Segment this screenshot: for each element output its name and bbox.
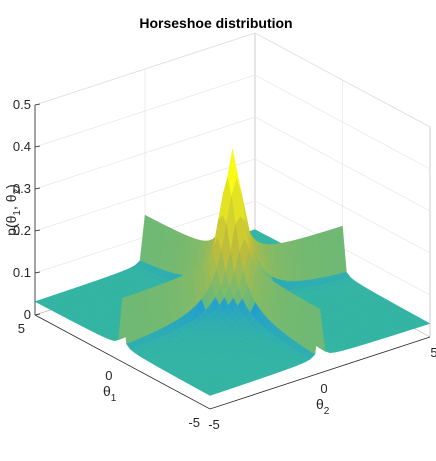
z-tick-mark (34, 313, 41, 316)
axes-front-edges (34, 105, 431, 410)
theta1-axis-label: θ1 (103, 383, 117, 404)
z-tick-label: 0.2 (13, 223, 31, 238)
z-tick-mark (34, 271, 41, 274)
z-tick-labels: 0 0.1 0.2 0.3 0.4 0.5 (13, 97, 41, 322)
z-gridline (34, 32, 431, 128)
theta2-tick-label: 5 (430, 345, 436, 360)
z-tick-mark (34, 103, 41, 106)
surface (34, 149, 431, 396)
z-tick-label: 0.1 (13, 265, 31, 280)
z-tick-label: 0 (24, 307, 31, 322)
z-gridline (34, 158, 431, 254)
theta1-tick-label: 5 (18, 321, 25, 336)
z-tick-label: 0.5 (13, 97, 31, 112)
z-gridline (34, 116, 431, 212)
chart-title: Horseshoe distribution (139, 15, 292, 31)
theta2-tick-label: 0 (320, 381, 327, 396)
z-tick-label: 0.3 (13, 181, 31, 196)
z-gridline (34, 200, 431, 296)
z-tick-mark (34, 187, 41, 190)
theta1-tick-labels: -5 0 5 (18, 321, 200, 430)
z-gridline (34, 74, 431, 170)
z-tick-mark (34, 229, 41, 232)
surface-patch (205, 391, 216, 396)
z-tick-mark (34, 145, 41, 148)
z-axis-label: p(θ1, θ2) (3, 184, 23, 236)
floor-front-edges (34, 314, 431, 410)
z-tick-label: 0.4 (13, 139, 31, 154)
theta1-tick-label: -5 (188, 415, 200, 430)
theta2-tick-label: -5 (208, 417, 220, 432)
theta2-axis-label: θ2 (316, 396, 330, 417)
theta1-tick-label: 0 (105, 368, 112, 383)
theta2-tick-labels: -5 0 5 (208, 345, 436, 432)
